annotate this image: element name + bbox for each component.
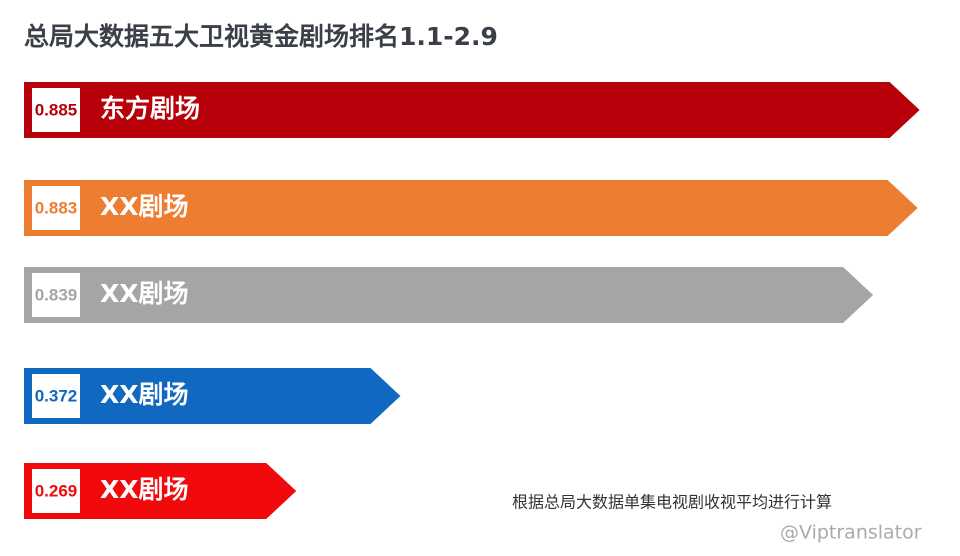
category-label: XX剧场: [100, 192, 189, 221]
bar: [24, 180, 918, 236]
category-label: 东方剧场: [100, 94, 200, 123]
bar: [24, 267, 874, 323]
bar: [24, 82, 920, 138]
value-box: [32, 88, 80, 132]
value-label: 0.839: [35, 285, 78, 304]
value-box: [32, 273, 80, 317]
bar: [24, 368, 401, 424]
category-label: XX剧场: [100, 475, 189, 504]
value-label: 0.883: [35, 198, 78, 217]
category-label: XX剧场: [100, 279, 189, 308]
value-box: [32, 469, 80, 513]
chart-title: 总局大数据五大卫视黄金剧场排名1.1-2.9: [24, 22, 498, 51]
value-label: 0.372: [35, 386, 78, 405]
note: 根据总局大数据单集电视剧收视平均进行计算: [512, 493, 832, 512]
category-label: XX剧场: [100, 380, 189, 409]
bar: [24, 463, 297, 519]
watermark: @Viptranslator: [780, 522, 922, 544]
value-label: 0.269: [35, 481, 78, 500]
value-box: [32, 374, 80, 418]
value-label: 0.885: [35, 100, 78, 119]
value-box: [32, 186, 80, 230]
